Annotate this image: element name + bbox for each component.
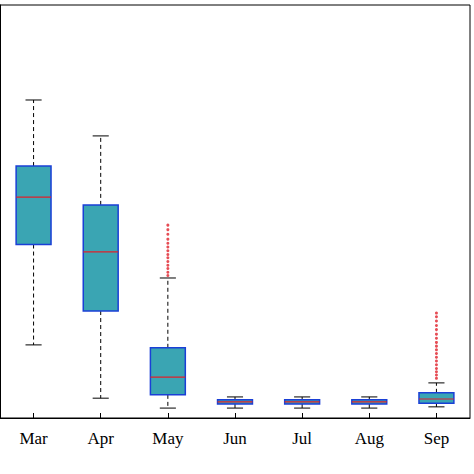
svg-text:Jun: Jun (223, 429, 247, 448)
svg-text:Mar: Mar (19, 429, 48, 448)
svg-text:Sep: Sep (424, 429, 450, 448)
svg-text:May: May (152, 429, 184, 448)
svg-text:Apr: Apr (87, 429, 114, 448)
svg-text:Aug: Aug (355, 429, 385, 448)
svg-text:Jul: Jul (292, 429, 312, 448)
